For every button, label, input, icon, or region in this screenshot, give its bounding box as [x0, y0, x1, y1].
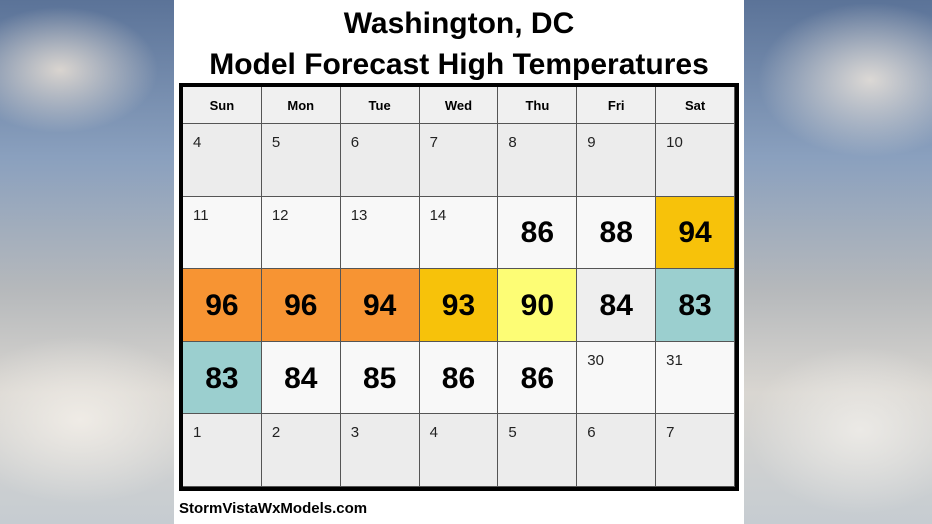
page-subtitle: Model Forecast High Temperatures: [209, 48, 709, 81]
forecast-panel: Washington, DC Model Forecast High Tempe…: [174, 0, 744, 524]
high-temperature: 84: [284, 361, 318, 395]
day-number: 4: [429, 424, 438, 442]
calendar-day-cell: 88: [577, 196, 657, 270]
calendar-day-cell: 83: [183, 341, 262, 415]
high-temperature: 83: [205, 361, 239, 395]
day-number: 4: [193, 134, 202, 151]
high-temperature: 86: [441, 361, 476, 395]
high-temperature: 94: [678, 216, 712, 250]
calendar-day-cell: 9: [577, 124, 657, 197]
calendar-day-cell: 83: [656, 269, 735, 342]
calendar-day-cell: 84: [261, 341, 341, 415]
calendar-day-cell: 7: [656, 414, 735, 487]
day-number: 2: [271, 424, 281, 442]
source-credit: StormVistaWxModels.com: [179, 500, 368, 517]
high-temperature: 96: [205, 288, 239, 322]
day-number: 12: [271, 206, 289, 224]
high-temperature: 96: [284, 288, 318, 322]
calendar-day-cell: 85: [340, 341, 420, 415]
day-number: 5: [508, 424, 517, 442]
day-number: 11: [193, 206, 209, 224]
high-temperature: 84: [599, 288, 633, 322]
calendar-day-cell: 96: [183, 269, 262, 342]
calendar-day-cell: 30: [577, 341, 657, 415]
calendar-day-cell: 4: [419, 414, 499, 487]
calendar-day-cell: 10: [656, 124, 735, 197]
high-temperature: 85: [362, 361, 397, 395]
calendar-day-cell: 90: [498, 269, 578, 342]
calendar-day-cell: 12: [261, 196, 341, 270]
calendar-day-cell: 5: [498, 414, 578, 487]
page-title: Washington, DC: [343, 7, 575, 40]
day-number: 30: [587, 351, 604, 369]
weekday-header-sat: Sat: [656, 87, 735, 124]
calendar-day-cell: 11: [183, 196, 262, 270]
day-number: 9: [587, 134, 596, 151]
weekday-header-fri: Fri: [577, 87, 657, 124]
calendar-day-cell: 84: [577, 269, 657, 342]
day-number: 8: [508, 134, 517, 151]
calendar-day-cell: 31: [656, 341, 735, 415]
high-temperature: 88: [599, 216, 633, 250]
calendar-grid: Sun Mon Tue Wed Thu Fri Sat 4 5 6 7 8 9 10 11 12 13 14 86 8…: [179, 83, 739, 491]
weekday-header-mon: Mon: [261, 87, 341, 124]
day-number: 7: [666, 424, 675, 442]
calendar-day-cell: 94: [656, 196, 735, 270]
day-number: 5: [271, 134, 281, 151]
weekday-header-tue: Tue: [340, 87, 420, 124]
high-temperature: 90: [520, 288, 555, 322]
weekday-header-thu: Thu: [498, 87, 578, 124]
day-number: 14: [429, 206, 447, 224]
day-number: 3: [350, 424, 360, 442]
calendar-day-cell: 94: [340, 269, 420, 342]
calendar-day-cell: 8: [498, 124, 578, 197]
high-temperature: 86: [520, 361, 555, 395]
day-number: 31: [666, 351, 683, 369]
calendar-day-cell: 4: [183, 124, 262, 197]
weekday-header-wed: Wed: [419, 87, 499, 124]
calendar-day-cell: 3: [340, 414, 420, 487]
high-temperature: 83: [678, 288, 712, 322]
calendar-day-cell: 93: [419, 269, 499, 342]
calendar-day-cell: 13: [340, 196, 420, 270]
calendar-day-cell: 86: [498, 341, 578, 415]
calendar-day-cell: 14: [419, 196, 499, 270]
day-number: 7: [429, 134, 438, 151]
day-number: 1: [193, 424, 202, 442]
day-number: 6: [350, 134, 360, 151]
weekday-header-sun: Sun: [183, 87, 262, 124]
calendar-day-cell: 6: [340, 124, 420, 197]
calendar-day-cell: 7: [419, 124, 499, 197]
high-temperature: 94: [362, 288, 397, 322]
day-number: 13: [350, 206, 368, 224]
day-number: 10: [666, 134, 683, 151]
calendar-day-cell: 2: [261, 414, 341, 487]
high-temperature: 93: [441, 288, 476, 322]
high-temperature: 86: [520, 216, 555, 250]
calendar-day-cell: 1: [183, 414, 262, 487]
calendar-day-cell: 6: [577, 414, 657, 487]
calendar-day-cell: 86: [498, 196, 578, 270]
day-number: 6: [587, 424, 596, 442]
calendar-day-cell: 86: [419, 341, 499, 415]
calendar-day-cell: 5: [261, 124, 341, 197]
calendar-day-cell: 96: [261, 269, 341, 342]
